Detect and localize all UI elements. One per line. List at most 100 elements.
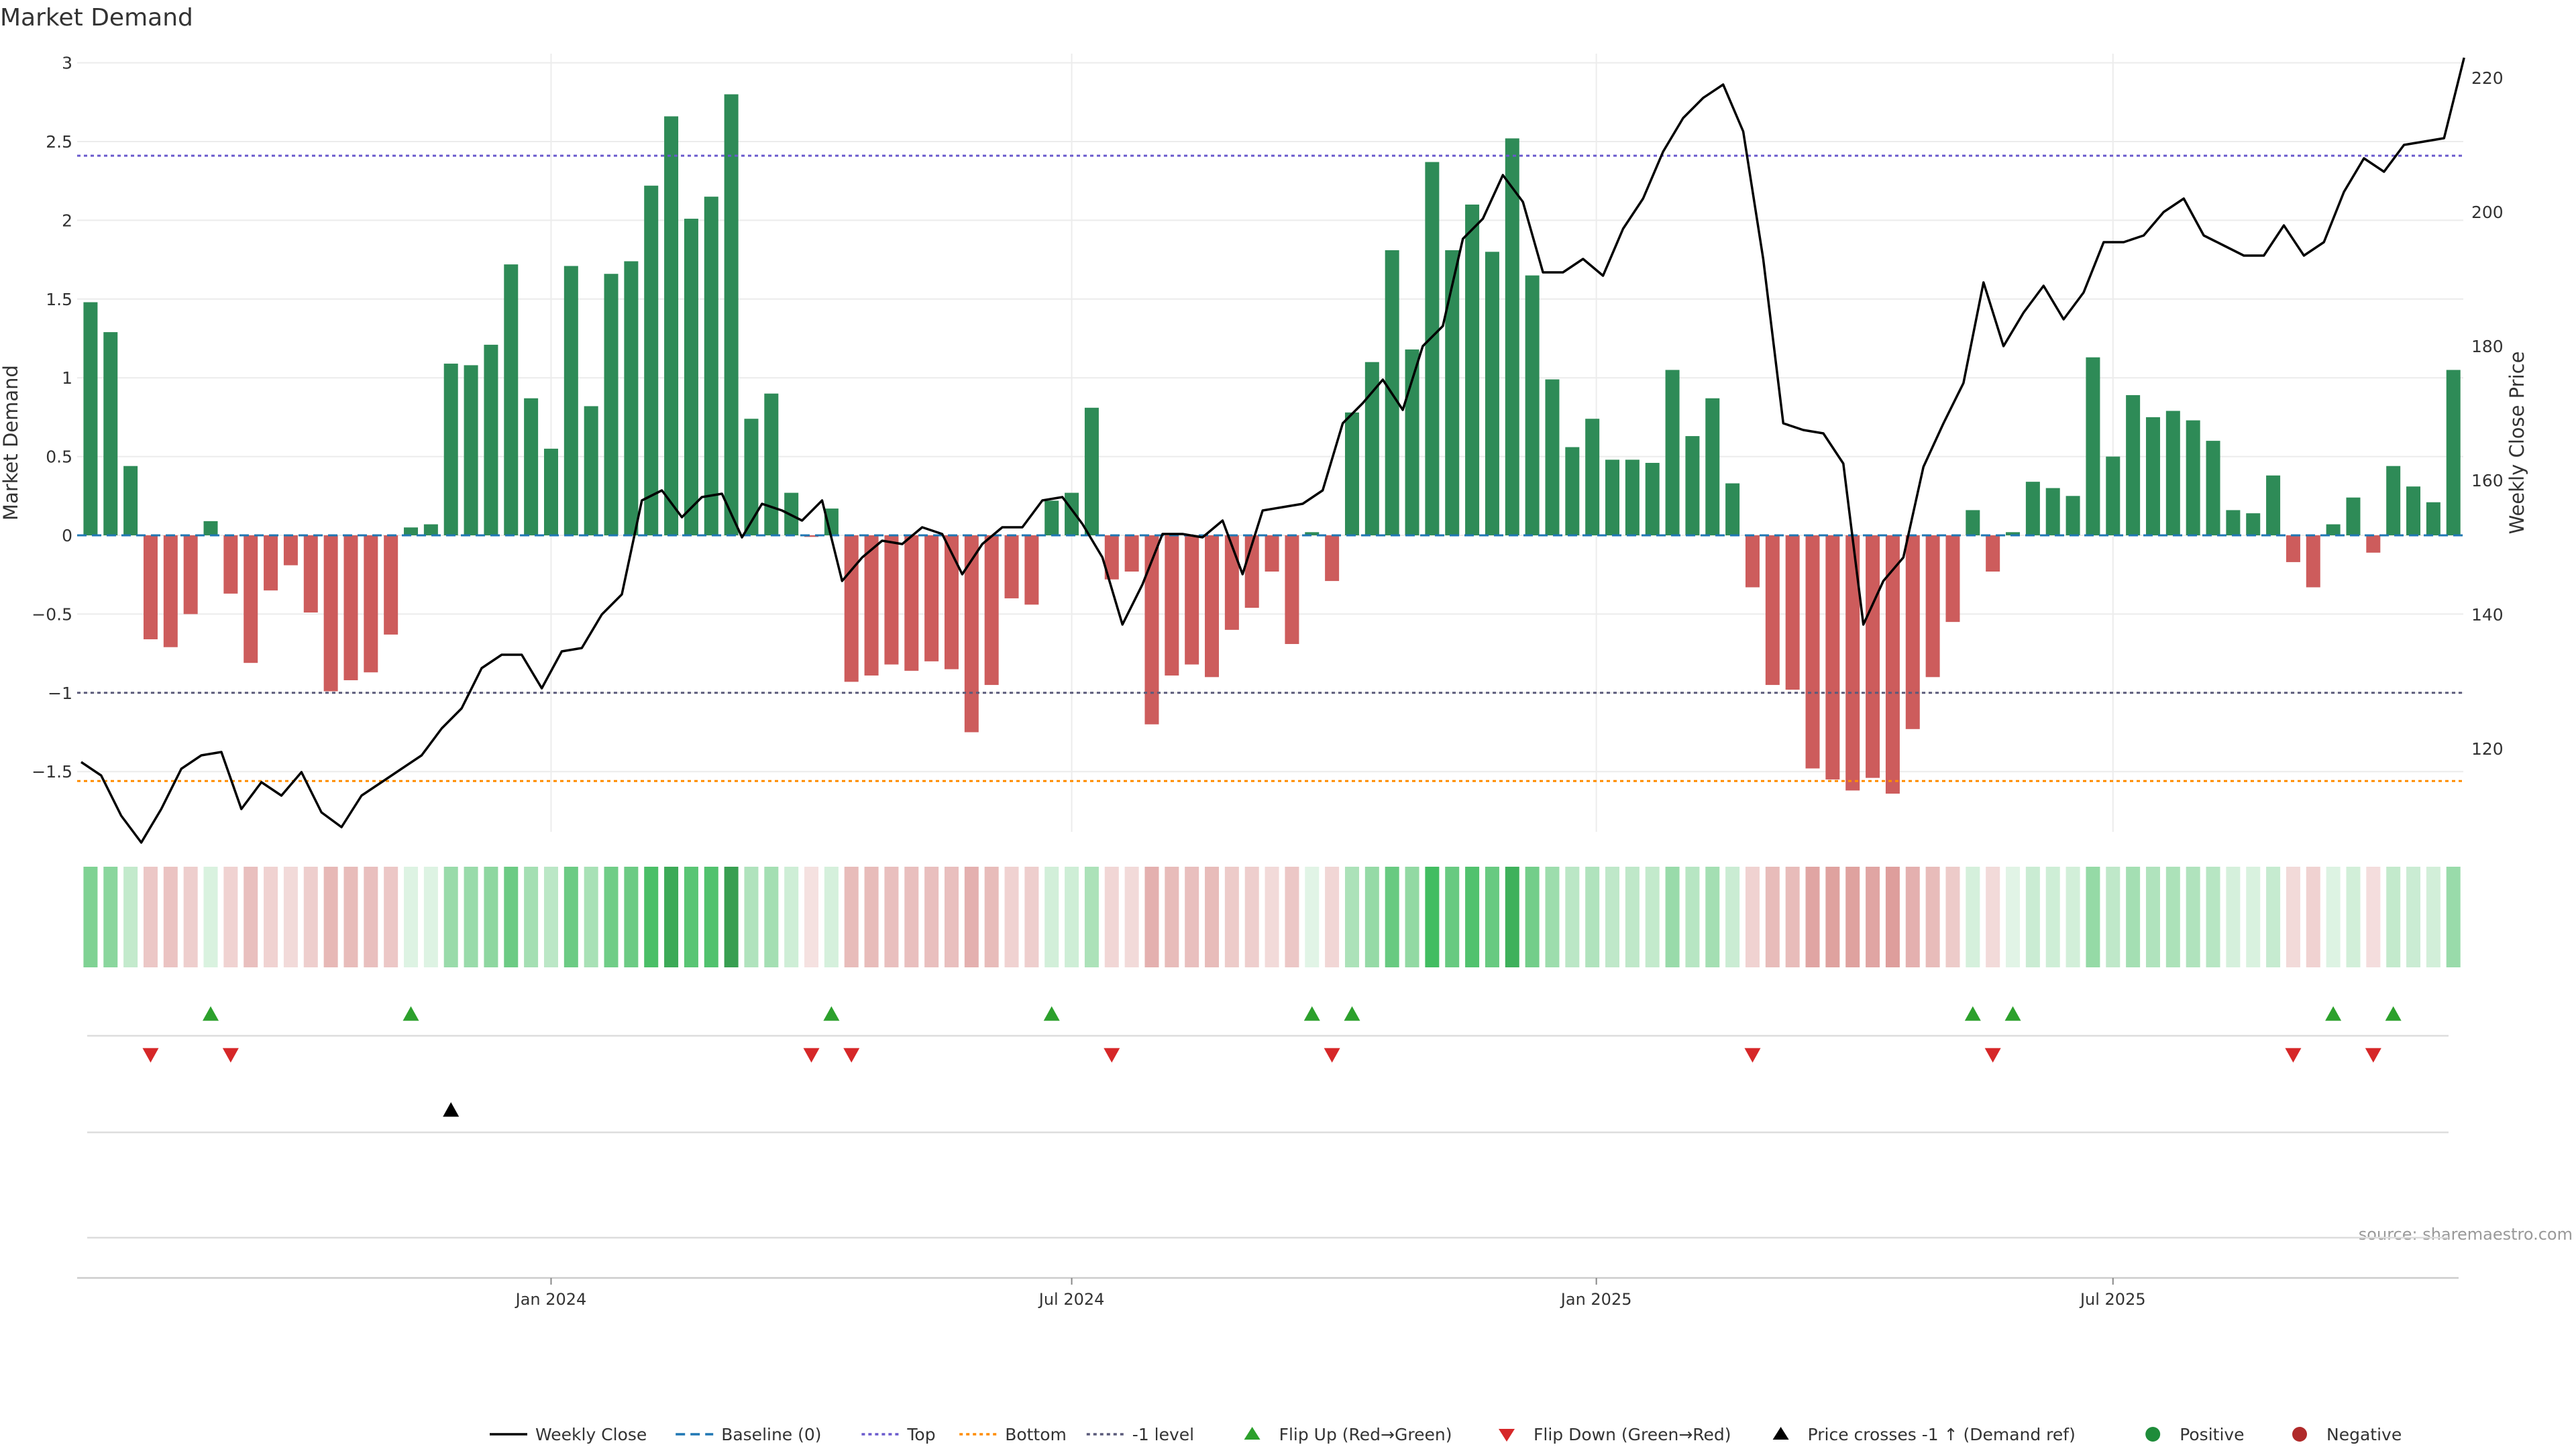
demand-bar: [1044, 500, 1059, 535]
heat-cell: [2025, 867, 2040, 967]
heat-cell: [1945, 867, 1960, 967]
heat-cell: [604, 867, 619, 967]
demand-bar: [884, 535, 899, 665]
heat-cell: [1805, 867, 1820, 967]
heat-cell: [1205, 867, 1220, 967]
y-tick-label: −1: [48, 684, 72, 703]
heat-cell: [2045, 867, 2060, 967]
heat-cell: [2266, 867, 2281, 967]
demand-bar: [1765, 535, 1780, 686]
heat-cell: [2145, 867, 2160, 967]
heat-cell: [1445, 867, 1460, 967]
heat-cell: [704, 867, 718, 967]
heat-cell: [384, 867, 398, 967]
flip-up-marker: [1043, 1006, 1060, 1021]
heat-cell: [364, 867, 378, 967]
heat-cell: [244, 867, 258, 967]
heat-cell: [624, 867, 639, 967]
demand-bar: [283, 535, 298, 566]
demand-bar: [744, 419, 759, 535]
heat-cell: [1925, 867, 1940, 967]
y-axis-label: Market Demand: [0, 365, 22, 521]
demand-bar: [423, 524, 438, 535]
y-tick-label: 1.5: [46, 290, 72, 309]
heat-cell: [1385, 867, 1399, 967]
legend-item: Weekly Close: [490, 1425, 647, 1444]
demand-bar: [223, 535, 238, 594]
demand-bar: [1845, 535, 1860, 791]
heat-cell: [1505, 867, 1519, 967]
demand-bar: [1364, 362, 1379, 535]
heat-cell: [143, 867, 158, 967]
y2-tick-label: 180: [2471, 337, 2504, 356]
flip-down-marker: [222, 1048, 239, 1063]
demand-bar: [1004, 535, 1019, 598]
heat-cell: [1065, 867, 1079, 967]
heat-cell: [944, 867, 959, 967]
signal-panels: [87, 1006, 2449, 1239]
heat-cell: [543, 867, 558, 967]
heat-cell: [1605, 867, 1620, 967]
demand-bar: [1905, 535, 1920, 729]
heat-cell: [1905, 867, 1920, 967]
demand-bar: [2326, 524, 2341, 535]
heat-cell: [1685, 867, 1700, 967]
legend-item: Negative: [2292, 1425, 2402, 1444]
heat-cell: [1866, 867, 1880, 967]
demand-bar: [1986, 535, 2000, 572]
demand-bar: [2286, 535, 2300, 562]
y2-axis-ticks: 220 200 180 160 140 120: [2471, 68, 2504, 759]
heat-cell: [664, 867, 679, 967]
legend-label: Bottom: [1005, 1425, 1067, 1444]
demand-bar: [1605, 460, 1620, 535]
heat-cell: [584, 867, 598, 967]
legend-label: Price crosses -1 ↑ (Demand ref): [1808, 1425, 2076, 1444]
demand-bar: [2126, 395, 2141, 535]
demand-bar: [83, 302, 98, 535]
demand-bar: [1165, 535, 1179, 676]
flip-up-marker: [1303, 1006, 1320, 1021]
weekly-close-line: [80, 57, 2465, 844]
demand-bar: [1425, 162, 1440, 536]
reference-levels: [77, 154, 2463, 782]
legend-swatch: [1772, 1427, 1789, 1440]
demand-bar: [543, 448, 558, 535]
demand-bar: [1024, 535, 1039, 605]
legend-swatch: [2292, 1427, 2307, 1442]
legend-label: Weekly Close: [535, 1425, 647, 1444]
heat-cell: [1966, 867, 1980, 967]
heat-cell: [1285, 867, 1299, 967]
heat-cell: [2246, 867, 2261, 967]
demand-bar: [2206, 441, 2220, 535]
heat-cell: [283, 867, 298, 967]
y-tick-label: 1: [62, 368, 72, 388]
heat-cell: [1084, 867, 1099, 967]
heat-cell: [1104, 867, 1119, 967]
demand-bar: [624, 261, 639, 535]
demand-bar: [2006, 532, 2021, 535]
demand-bar: [2266, 475, 2281, 535]
demand-bar: [1966, 510, 1980, 535]
heat-cell: [1545, 867, 1560, 967]
flip-up-marker: [2325, 1006, 2342, 1021]
heat-cell: [864, 867, 879, 967]
demand-bar: [1625, 460, 1640, 535]
demand-bar: [2186, 420, 2200, 535]
demand-bar: [2366, 535, 2381, 553]
demand-bar: [1785, 535, 1800, 690]
heat-cell: [1725, 867, 1740, 967]
legend-swatch: [1499, 1429, 1515, 1442]
legend-label: Baseline (0): [721, 1425, 821, 1444]
demand-bar: [2065, 496, 2080, 535]
heat-cell: [103, 867, 118, 967]
legend-swatch: [1244, 1427, 1260, 1440]
demand-bar: [844, 535, 859, 682]
demand-bar: [1265, 535, 1279, 572]
heat-cell: [1344, 867, 1359, 967]
y2-tick-label: 160: [2471, 471, 2504, 490]
demand-bar: [1405, 349, 1419, 535]
heat-cell: [1565, 867, 1580, 967]
heat-cell: [464, 867, 478, 967]
heat-cell: [1825, 867, 1840, 967]
demand-bar: [2086, 357, 2100, 535]
